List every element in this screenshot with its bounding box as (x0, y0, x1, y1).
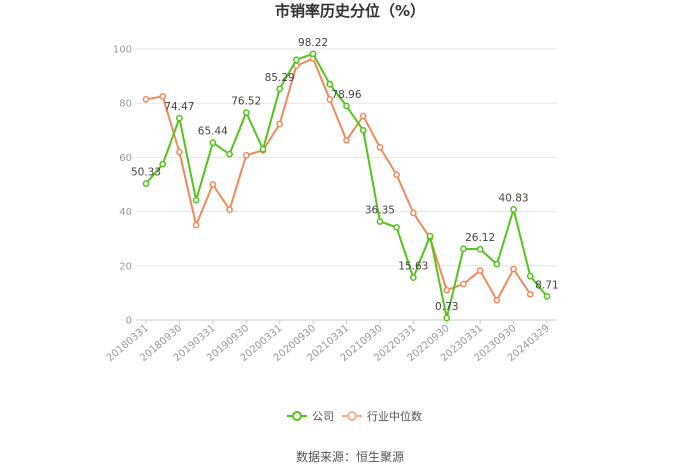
data-point[interactable] (226, 150, 233, 158)
data-point[interactable] (359, 126, 367, 134)
data-label: 8.71 (535, 279, 558, 291)
data-point[interactable] (409, 209, 417, 217)
data-point[interactable] (326, 80, 334, 88)
data-label: 15.63 (398, 261, 428, 273)
chart-title: 市销率历史分位（%） (275, 2, 425, 20)
series-group (142, 50, 551, 322)
data-label: 26.12 (465, 232, 495, 244)
data-point[interactable] (293, 56, 300, 64)
data-point[interactable] (142, 180, 150, 187)
data-point[interactable] (259, 145, 267, 153)
data-label: 36.35 (365, 204, 395, 216)
data-label: 98.22 (298, 37, 328, 49)
data-point[interactable] (176, 148, 183, 156)
data-label: 76.52 (231, 96, 261, 108)
data-label: 65.44 (198, 126, 228, 138)
data-point[interactable] (159, 93, 167, 100)
x-axis: 2018033120180930201903312019093020200331… (105, 319, 557, 364)
data-point[interactable] (209, 139, 217, 147)
y-tick-label: 100 (113, 45, 132, 56)
data-point[interactable] (326, 96, 334, 103)
data-point[interactable] (159, 160, 167, 168)
data-point[interactable] (460, 280, 467, 288)
data-point[interactable] (192, 221, 200, 229)
data-point[interactable] (276, 85, 284, 93)
data-label: 50.33 (131, 167, 161, 179)
data-label: 40.83 (499, 192, 529, 204)
y-tick-label: 20 (119, 261, 132, 272)
data-point[interactable] (510, 265, 517, 273)
legend-item-industry-median[interactable]: 行业中位数 (342, 409, 422, 423)
data-point[interactable] (443, 314, 451, 322)
data-point[interactable] (493, 296, 501, 304)
data-point[interactable] (209, 181, 217, 188)
data-point[interactable] (460, 245, 467, 253)
data-point[interactable] (526, 272, 534, 280)
data-point[interactable] (526, 290, 534, 298)
y-tick-label: 0 (126, 316, 132, 327)
data-point[interactable] (376, 218, 384, 225)
legend-item-company[interactable]: 公司 (287, 410, 334, 423)
data-point[interactable] (543, 293, 551, 300)
data-point[interactable] (242, 109, 250, 116)
data-point[interactable] (192, 196, 200, 204)
legend[interactable]: 公司 行业中位数 (287, 409, 422, 423)
data-labels: 50.33 74.47 65.44 76.52 85.29 98.22 78.96 36.35… (131, 37, 559, 313)
series-company (142, 50, 551, 322)
y-tick-label: 60 (119, 153, 132, 164)
data-point[interactable] (176, 114, 183, 122)
data-point[interactable] (376, 144, 384, 151)
legend-industry-label: 行业中位数 (367, 409, 422, 423)
data-label: 0.73 (435, 301, 458, 313)
data-point[interactable] (359, 112, 367, 120)
legend-company-marker (292, 411, 302, 421)
data-point[interactable] (393, 223, 400, 231)
data-point[interactable] (393, 171, 400, 179)
legend-industry-marker (347, 411, 357, 421)
data-point[interactable] (242, 151, 250, 159)
data-point[interactable] (276, 120, 284, 128)
data-point[interactable] (226, 206, 233, 214)
y-tick-label: 40 (119, 207, 132, 218)
data-point[interactable] (443, 286, 451, 294)
data-point[interactable] (493, 260, 501, 268)
data-point[interactable] (510, 206, 517, 213)
data-point[interactable] (476, 267, 484, 275)
legend-company-label: 公司 (312, 410, 334, 423)
data-point[interactable] (409, 274, 417, 281)
data-point[interactable] (426, 232, 434, 240)
data-point[interactable] (343, 102, 350, 110)
data-label: 85.29 (265, 72, 295, 84)
series-line (145, 57, 532, 302)
y-tick-label: 80 (119, 99, 132, 110)
data-point[interactable] (476, 245, 484, 253)
data-point[interactable] (142, 96, 150, 103)
series-industry-median (142, 55, 534, 304)
data-label: 78.96 (331, 89, 361, 101)
y-axis-ticks: 0 20 40 60 80 100 (113, 45, 132, 327)
data-label: 74.47 (164, 101, 194, 113)
data-point[interactable] (309, 50, 317, 58)
data-point[interactable] (343, 136, 350, 144)
data-source: 数据来源：恒生聚源 (296, 449, 404, 464)
